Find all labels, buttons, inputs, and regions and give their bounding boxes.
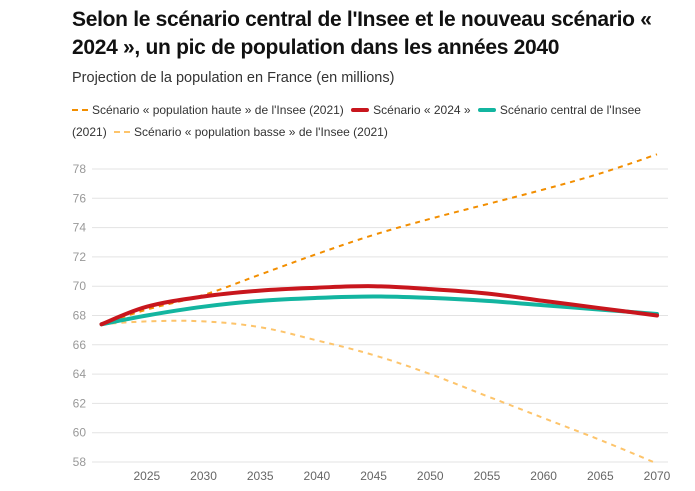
chart-title: Selon le scénario central de l'Insee et … (72, 8, 652, 59)
y-tick-label: 72 (73, 250, 87, 264)
x-tick-label: 2050 (417, 469, 444, 483)
series-line-2024 (99, 284, 659, 327)
y-axis-ticks: 58 60 62 64 66 68 70 72 74 76 78 (73, 162, 87, 469)
gridlines (92, 168, 668, 463)
legend-label-haute: Scénario « population haute » de l'Insee… (92, 103, 344, 117)
legend: Scénario « population haute » de l'Insee… (72, 99, 672, 143)
y-tick-label: 74 (73, 221, 87, 235)
series-lines (99, 153, 659, 465)
legend-swatch-basse (114, 130, 131, 133)
legend-item-2024[interactable]: Scénario « 2024 » (351, 103, 474, 117)
y-tick-label: 62 (73, 396, 87, 410)
y-tick-label: 60 (73, 426, 87, 440)
y-tick-label: 68 (73, 309, 87, 323)
legend-swatch-haute (72, 108, 88, 111)
x-tick-label: 2030 (190, 469, 217, 483)
legend-item-central[interactable]: Scénario central de l'Insee (2021) (72, 103, 641, 139)
y-tick-label: 64 (73, 367, 87, 381)
series-line-haute (101, 153, 658, 326)
x-tick-label: 2035 (247, 469, 274, 483)
x-tick-label: 2065 (587, 469, 614, 483)
x-tick-label: 2040 (304, 469, 331, 483)
chart-subtitle: Projection de la population en France (e… (72, 70, 395, 86)
legend-swatch-central (477, 107, 496, 112)
series-line-basse (101, 319, 658, 465)
x-tick-label: 2060 (530, 469, 557, 483)
legend-label-2024: Scénario « 2024 » (373, 103, 471, 117)
y-tick-label: 58 (73, 455, 87, 469)
x-tick-label: 2025 (133, 469, 160, 483)
x-axis-ticks: 2025 2030 2035 2040 2045 2050 2055 2060 2065 2070 (133, 469, 670, 483)
y-tick-label: 76 (73, 191, 87, 205)
x-tick-label: 2055 (474, 469, 501, 483)
legend-item-basse[interactable]: Scénario « population basse » de l'Insee… (114, 125, 388, 139)
legend-label-central: Scénario central de l'Insee (2021) (72, 103, 641, 139)
x-tick-label: 2045 (360, 469, 387, 483)
legend-swatch-2024 (351, 107, 370, 112)
y-tick-label: 78 (73, 162, 87, 176)
x-tick-label: 2070 (644, 469, 671, 483)
series-line-central (99, 294, 659, 327)
legend-label-basse: Scénario « population basse » de l'Insee… (134, 125, 388, 139)
legend-item-haute[interactable]: Scénario « population haute » de l'Insee… (72, 103, 347, 117)
y-tick-label: 70 (73, 279, 87, 293)
y-tick-label: 66 (73, 338, 87, 352)
